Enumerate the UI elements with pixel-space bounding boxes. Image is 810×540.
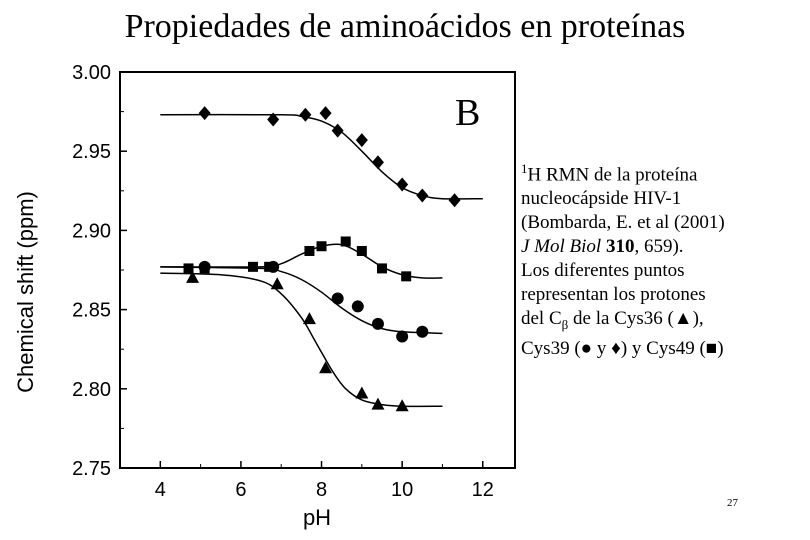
triangle-point [355, 386, 369, 399]
figure-caption: 1H RMN de la proteína nucleocápside HIV-… [521, 157, 801, 361]
diamond-point [198, 106, 211, 121]
circle-point [331, 292, 344, 305]
circle-point [267, 260, 280, 273]
square-point [304, 245, 315, 256]
page-number: 27 [727, 497, 738, 509]
panel-label: B [455, 92, 480, 134]
square-point [340, 236, 351, 247]
circle-fit-curve [160, 266, 443, 335]
triangle-point [395, 399, 409, 412]
y-tick-label: 2.90 [72, 220, 111, 242]
diamond-point [267, 112, 280, 127]
caption-line-1: 1H RMN de la proteína [521, 157, 801, 187]
slide-title: Propiedades de aminoácidos en proteínas [124, 8, 686, 45]
x-axis: 4 6 8 10 12 [119, 461, 494, 501]
circle-point [198, 260, 211, 273]
y-tick-label: 2.85 [72, 300, 111, 322]
triangle-point [371, 397, 385, 410]
square-point [183, 263, 194, 274]
caption-line-7-a: del C [521, 308, 562, 330]
caption-line-3: (Bombarda, E. et al (2001) [521, 212, 725, 234]
caption-superscript: 1 [521, 161, 528, 176]
caption-journal: J Mol Biol [521, 236, 602, 258]
diamond-point [371, 155, 384, 170]
square-point [316, 241, 327, 252]
caption-line-7-b: de la Cys36 (▲), [568, 308, 704, 330]
caption-line-8: Cys39 (● y ♦) y Cys49 (■) [521, 338, 724, 360]
square-point [376, 263, 387, 274]
caption-line-7: del Cβ de la Cys36 (▲), [521, 307, 801, 337]
y-axis-label: Chemical shift (ppm) [13, 191, 38, 393]
triangle-fit-curve [160, 272, 443, 408]
caption-subscript: β [561, 317, 569, 333]
triangle-point [270, 277, 284, 290]
caption-line-4: J Mol Biol 310, 659). [521, 235, 801, 259]
diamond-point [396, 177, 409, 192]
circle-point [351, 300, 364, 313]
y-tick-label: 3.00 [72, 62, 111, 84]
x-tick-label: 8 [316, 479, 327, 501]
fit-curves [160, 113, 483, 408]
diamond-fit-curve [160, 113, 483, 200]
caption-volume: 310 [605, 236, 635, 258]
diamond-point [331, 123, 344, 138]
diamond-point [299, 107, 312, 122]
x-axis-label: pH [303, 505, 331, 530]
y-axis: 2.75 2.80 2.85 2.90 2.95 3.00 [72, 62, 127, 480]
caption-pages: , 659). [634, 236, 684, 258]
triangle-point [186, 270, 200, 283]
caption-line-5: Los diferentes puntos [521, 260, 685, 282]
square-point [401, 271, 412, 282]
triangle-point [302, 312, 316, 325]
triangle-point [319, 361, 333, 374]
x-tick-label: 10 [391, 479, 413, 501]
circle-point [416, 325, 429, 338]
circle-point [371, 317, 384, 330]
x-tick-label: 6 [235, 479, 246, 501]
y-tick-label: 2.80 [72, 379, 111, 401]
square-point [356, 245, 367, 256]
circle-point [396, 330, 409, 343]
diamond-point [448, 193, 461, 208]
caption-line-6: representan los protones [521, 284, 706, 306]
y-tick-label: 2.95 [72, 141, 111, 163]
diamond-point [355, 133, 368, 148]
y-tick-label: 2.75 [72, 458, 111, 480]
x-tick-label: 12 [472, 479, 494, 501]
square-point [248, 261, 259, 272]
caption-line-1-text: H RMN de la proteína [527, 164, 698, 186]
diamond-point [416, 188, 429, 203]
x-tick-label: 4 [155, 479, 166, 501]
data-points [183, 106, 461, 412]
caption-line-2: nucleocápside HIV-1 [521, 188, 682, 210]
diamond-point [319, 106, 332, 121]
